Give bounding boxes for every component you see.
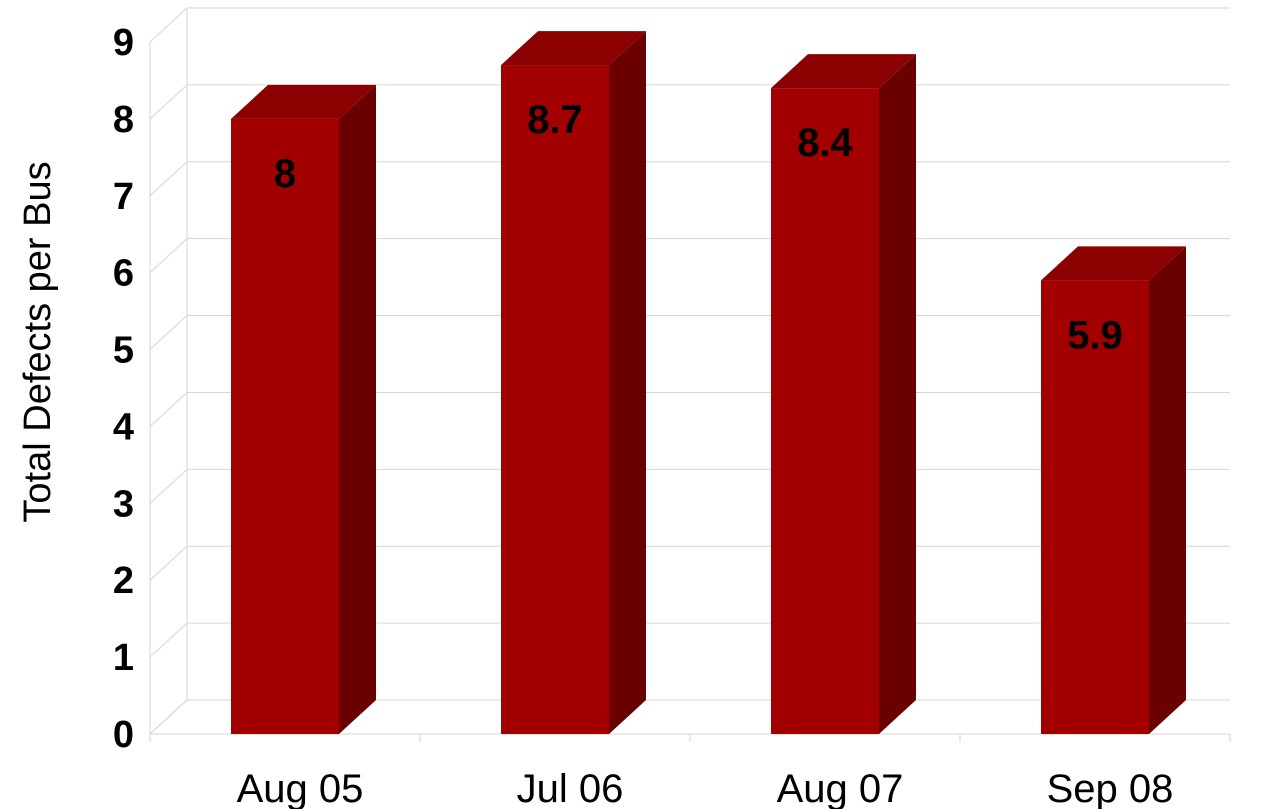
floor-edge	[149, 699, 188, 735]
gridline-connector	[149, 7, 188, 43]
x-tick-label: Jul 06	[517, 767, 624, 809]
gridline-connector	[149, 161, 188, 197]
data-label: 5.9	[1067, 313, 1123, 357]
bar-top	[1041, 246, 1186, 281]
y-tick-label: 8	[113, 99, 134, 141]
data-label: 8	[274, 152, 296, 196]
y-axis-label: Total Defects per Bus	[17, 161, 59, 522]
y-tick-label: 9	[113, 22, 134, 64]
y-tick-label: 7	[113, 176, 134, 218]
bar-top	[501, 31, 646, 66]
bar-top	[231, 84, 376, 119]
bar-front	[771, 88, 879, 735]
bar	[771, 54, 916, 735]
bar-side	[609, 31, 646, 735]
y-tick-label: 3	[113, 483, 134, 525]
gridline-connector	[149, 468, 188, 504]
gridline-connector	[149, 84, 188, 120]
x-tick-label: Aug 07	[777, 767, 904, 809]
x-tick-label: Aug 05	[237, 767, 364, 809]
y-tick-label: 0	[113, 714, 134, 756]
data-label: 8.7	[527, 98, 583, 142]
gridline-connector	[149, 315, 188, 350]
bar-front	[1041, 280, 1149, 734]
y-tick-label: 2	[113, 560, 134, 602]
y-tick-label: 6	[113, 253, 134, 295]
bar-side	[339, 84, 376, 734]
y-tick-label: 4	[113, 406, 134, 448]
bar-side	[1149, 246, 1186, 734]
y-tick-label: 1	[113, 637, 134, 679]
bar-front	[501, 65, 609, 735]
bar-side	[879, 54, 916, 734]
bar-front	[231, 118, 339, 734]
y-tick-labels: 0 1 2 3 4 5 6 7 8 9	[113, 22, 134, 756]
x-tick-label: Sep 08	[1047, 767, 1174, 809]
x-tick-labels: Aug 05 Jul 06 Aug 07 Sep 08	[237, 767, 1174, 809]
bar-top	[771, 54, 916, 89]
data-labels: 8 8.7 8.4 5.9	[274, 98, 1123, 357]
gridline-connector	[149, 545, 188, 581]
bar	[501, 31, 646, 735]
gridline-connector	[149, 392, 188, 427]
data-label: 8.4	[797, 121, 853, 165]
bar	[231, 84, 376, 734]
gridline-connector	[149, 238, 188, 274]
bars	[231, 31, 1186, 735]
y-tick-label: 5	[113, 330, 134, 372]
bar	[1041, 246, 1186, 734]
gridline-connector	[149, 622, 188, 658]
